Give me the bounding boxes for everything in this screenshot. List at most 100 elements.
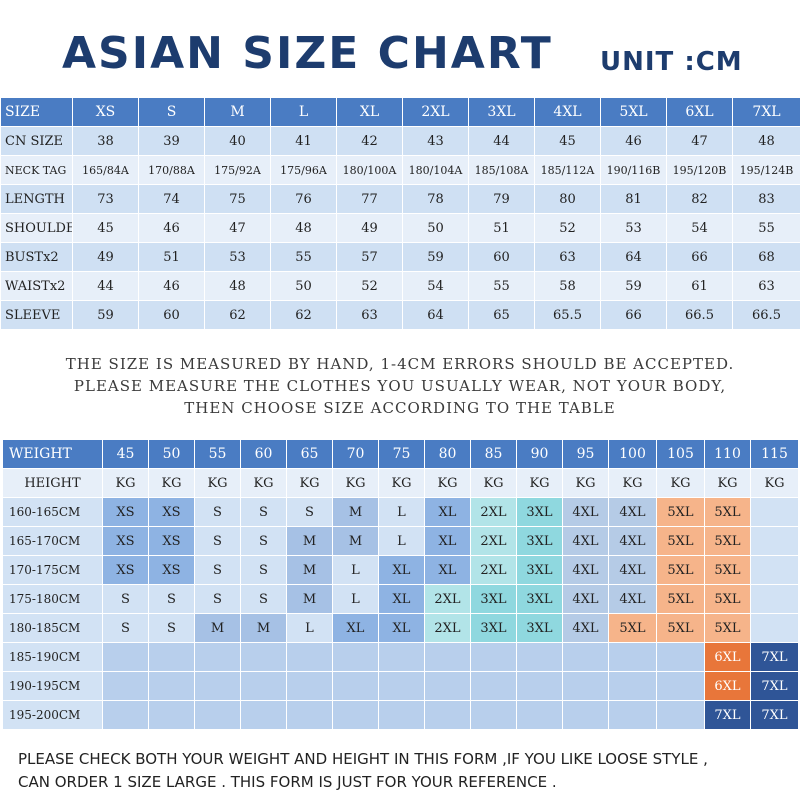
size-recommendation-cell: XS [148, 526, 195, 556]
size-recommendation-cell: XL [332, 613, 379, 643]
size-table-cell: 175/96A [270, 155, 337, 185]
size-recommendation-cell: XL [378, 555, 425, 585]
weight-table-unit-row: HEIGHT KG KG KG KG KG KG KG KG KG KG KG KG KG KG KG [2, 468, 799, 498]
size-recommendation-cell [562, 700, 609, 730]
size-recommendation-cell [194, 700, 241, 730]
size-table-cell: 66 [600, 300, 667, 330]
weight-table-unit-cell: KG [286, 468, 333, 498]
size-recommendation-cell: 2XL [470, 497, 517, 527]
size-recommendation-cell: S [240, 584, 287, 614]
size-table-row: NECK TAG 165/84A 170/88A 175/92A 175/96A 180/… [0, 155, 800, 185]
size-table-header-cell: 4XL [534, 97, 601, 127]
size-recommendation-cell [750, 613, 799, 643]
size-recommendation-cell: S [240, 497, 287, 527]
height-range-label: 185-190CM [2, 642, 103, 672]
weight-table-header-row: WEIGHT 45 50 55 60 65 70 75 80 85 90 95 100 105 110 115 [2, 439, 799, 469]
weight-table-row: 180-185CM S S M M L XL XL 2XL 3XL 3XL 4XL 5XL 5XL 5XL [2, 613, 799, 643]
size-table-row: CN SIZE 38 39 40 41 42 43 44 45 46 47 48 [0, 126, 800, 156]
weight-table-unit-cell: KG [240, 468, 287, 498]
weight-table-row: 190-195CM 6XL 7XL [2, 671, 799, 701]
size-recommendation-cell: 3XL [470, 613, 517, 643]
size-table-row-label: SHOULDER [0, 213, 73, 243]
size-recommendation-cell [378, 700, 425, 730]
size-table-cell: 41 [270, 126, 337, 156]
size-recommendation-cell: 7XL [750, 700, 799, 730]
size-recommendation-cell: 5XL [656, 584, 705, 614]
weight-table-row: 170-175CM XS XS S S M L XL XL 2XL 3XL 4XL 4XL 5XL 5XL [2, 555, 799, 585]
weight-table-header-cell: 85 [470, 439, 517, 469]
size-recommendation-cell: L [332, 584, 379, 614]
size-table-cell: 53 [600, 213, 667, 243]
size-table-cell: 40 [204, 126, 271, 156]
size-recommendation-cell [194, 671, 241, 701]
weight-table-row: 160-165CM XS XS S S S M L XL 2XL 3XL 4XL 4XL 5XL 5XL [2, 497, 799, 527]
size-recommendation-cell: L [378, 497, 425, 527]
size-recommendation-cell: 5XL [704, 613, 751, 643]
size-table-cell: 175/92A [204, 155, 271, 185]
size-recommendation-cell: S [194, 584, 241, 614]
weight-table-row: 185-190CM 6XL 7XL [2, 642, 799, 672]
size-recommendation-cell: S [240, 555, 287, 585]
size-table-row-label: CN SIZE [0, 126, 73, 156]
size-table-header-cell: 3XL [468, 97, 535, 127]
size-recommendation-cell: 7XL [750, 671, 799, 701]
size-table-cell: 195/124B [732, 155, 800, 185]
size-table-header-cell: M [204, 97, 271, 127]
size-table-cell: 50 [270, 271, 337, 301]
size-recommendation-cell: S [194, 526, 241, 556]
size-recommendation-cell [240, 671, 287, 701]
size-table-cell: 185/108A [468, 155, 535, 185]
weight-table-header-cell: 100 [608, 439, 657, 469]
size-recommendation-cell: M [286, 584, 333, 614]
size-table-cell: 43 [402, 126, 469, 156]
page-title: ASIAN SIZE CHART [62, 28, 553, 79]
size-recommendation-cell: 4XL [562, 613, 609, 643]
size-table-cell: 68 [732, 242, 800, 272]
size-recommendation-cell: 4XL [608, 555, 657, 585]
weight-table-unit-cell: KG [102, 468, 149, 498]
size-table-cell: 76 [270, 184, 337, 214]
size-recommendation-cell: 2XL [470, 526, 517, 556]
weight-table-unit-cell: KG [378, 468, 425, 498]
size-recommendation-cell [102, 700, 149, 730]
height-range-label: 160-165CM [2, 497, 103, 527]
size-table-cell: 47 [204, 213, 271, 243]
size-table-cell: 81 [600, 184, 667, 214]
size-recommendation-cell: 4XL [562, 584, 609, 614]
size-table-cell: 51 [138, 242, 205, 272]
size-table-row: BUSTx2 49 51 53 55 57 59 60 63 64 66 68 [0, 242, 800, 272]
size-recommendation-cell [378, 642, 425, 672]
size-recommendation-cell: 5XL [704, 555, 751, 585]
size-recommendation-cell: 5XL [704, 526, 751, 556]
size-recommendation-cell: XS [102, 497, 149, 527]
size-table-header-cell: XS [72, 97, 139, 127]
size-table-header-cell: S [138, 97, 205, 127]
size-table-row: SHOULDER4546474849505152535455 [0, 213, 800, 243]
size-table-row: WAISTx2 44 46 48 50 52 54 55 58 59 61 63 [0, 271, 800, 301]
size-recommendation-cell: L [286, 613, 333, 643]
size-table-row: LENGTH 73 74 75 76 77 78 79 80 81 82 83 [0, 184, 800, 214]
size-recommendation-cell [148, 671, 195, 701]
size-table-cell: 38 [72, 126, 139, 156]
weight-table-unit-cell: KG [656, 468, 705, 498]
weight-table-row: 195-200CM 7XL 7XL [2, 700, 799, 730]
size-table-cell: 44 [468, 126, 535, 156]
size-recommendation-cell: S [286, 497, 333, 527]
size-table-cell: 58 [534, 271, 601, 301]
note-line-2: PLEASE MEASURE THE CLOTHES YOU USUALLY W… [73, 377, 727, 395]
size-table-cell: 54 [666, 213, 733, 243]
weight-table-header-cell: 110 [704, 439, 751, 469]
size-table-cell: 64 [402, 300, 469, 330]
size-recommendation-cell [470, 642, 517, 672]
size-table-cell: 62 [270, 300, 337, 330]
size-recommendation-cell: M [332, 497, 379, 527]
size-table-cell: 45 [534, 126, 601, 156]
footer-line-2: CAN ORDER 1 SIZE LARGE . THIS FORM IS JU… [18, 773, 557, 791]
size-recommendation-cell: S [102, 584, 149, 614]
size-recommendation-cell: 5XL [704, 584, 751, 614]
size-table-header-cell: 2XL [402, 97, 469, 127]
size-table-cell: 48 [204, 271, 271, 301]
size-table-cell: 49 [72, 242, 139, 272]
size-recommendation-cell [750, 526, 799, 556]
size-table-cell: 79 [468, 184, 535, 214]
